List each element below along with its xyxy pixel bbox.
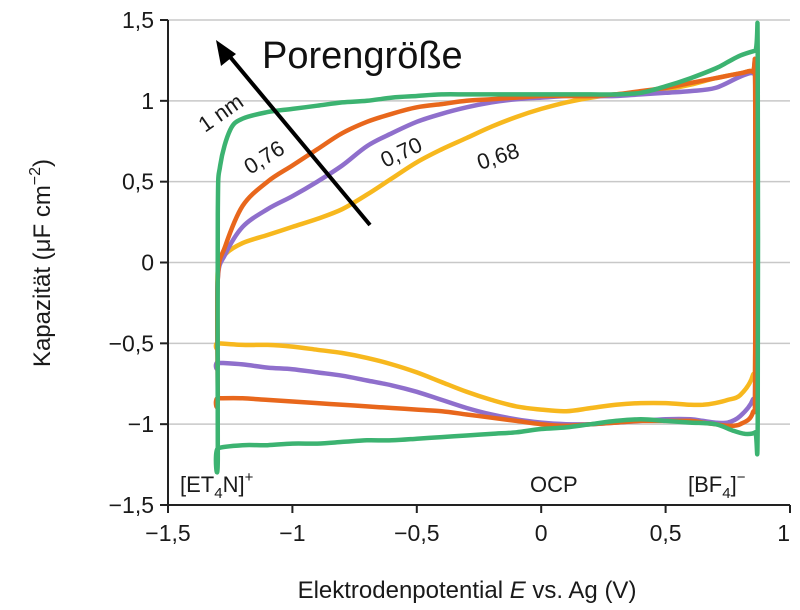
ocp-label: OCP: [530, 472, 578, 497]
series-curve-070: [213, 57, 758, 427]
series-curve-068: [213, 58, 758, 414]
x-tick-label: 0: [535, 520, 548, 546]
series-curves: [213, 20, 761, 475]
y-tick-label: 1: [141, 88, 154, 114]
x-tick-label: 0,5: [650, 520, 682, 546]
x-tick-label: −1,5: [145, 520, 190, 546]
y-tick-label: −1: [128, 411, 154, 437]
y-tick-label: 1,5: [122, 7, 154, 33]
series-label-1nm: 1 nm: [194, 89, 248, 138]
anion-label: [BF4]−: [688, 469, 746, 502]
y-tick-label: −0,5: [109, 330, 154, 356]
x-axis-title: Elektrodenpotential E vs. Ag (V): [298, 577, 637, 604]
y-tick-label: −1,5: [109, 492, 154, 518]
ticks: −1,5 −1 −0,5 0 0,5 1 1,5 −1,5 −1 −0,5 0 0,5 1: [109, 7, 791, 546]
y-axis-title: Kapazität (μF cm−2): [27, 159, 56, 367]
cation-label: [ET4N]+: [180, 469, 254, 502]
y-tick-label: 0: [141, 250, 154, 276]
pore-size-arrow: [216, 40, 372, 227]
x-tick-label: −1: [279, 520, 305, 546]
x-tick-label: 1: [777, 520, 790, 546]
x-tick-label: −0,5: [394, 520, 439, 546]
series-curve-076: [213, 56, 758, 429]
y-tick-label: 0,5: [122, 169, 154, 195]
series-curve-1nm: [213, 20, 761, 475]
series-label-068: 0,68: [474, 138, 522, 175]
arrow-label: Porengröße: [262, 35, 463, 77]
